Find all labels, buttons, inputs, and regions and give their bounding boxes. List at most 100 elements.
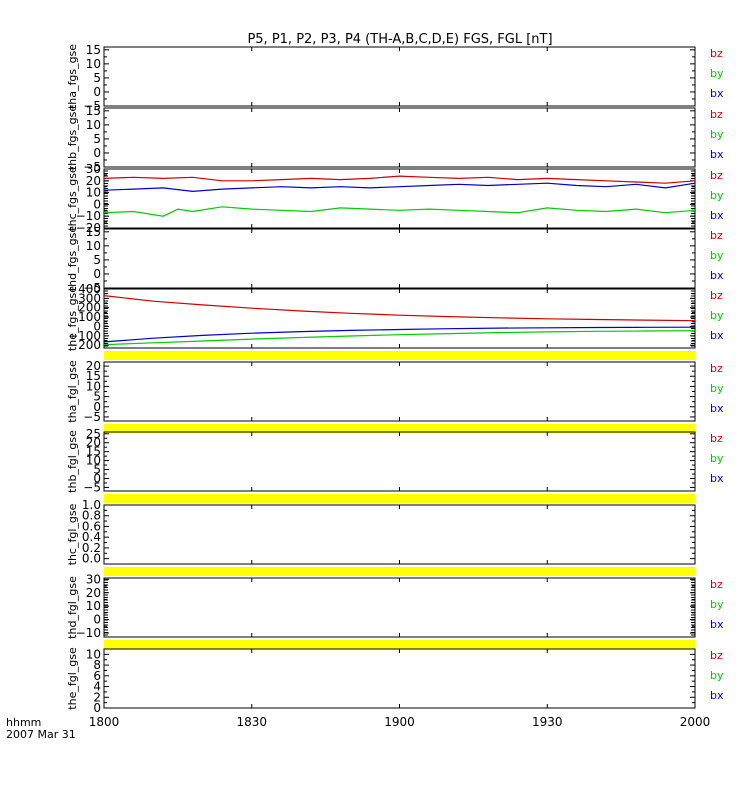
y-tick-label: 1.0 xyxy=(82,498,101,512)
y-tick-label: 0 xyxy=(93,267,101,281)
y-tick-label: 0.8 xyxy=(82,509,101,523)
legend-bz: bz xyxy=(710,649,723,662)
y-tick-label: −20 xyxy=(76,221,101,235)
legend-by: by xyxy=(710,249,724,262)
series-line-bx xyxy=(103,182,696,193)
y-tick-label: 30 xyxy=(86,162,101,176)
y-tick-label: 0.6 xyxy=(82,519,101,533)
y-tick-label: 0 xyxy=(93,146,101,160)
y-tick-label: −5 xyxy=(83,281,101,295)
x-unit-label: hhmm xyxy=(6,716,41,729)
legend-bx: bx xyxy=(710,209,724,222)
x-tick-label: 2000 xyxy=(680,715,711,729)
y-tick-label: 20 xyxy=(86,174,101,188)
y-tick-label: 0 xyxy=(93,319,101,333)
series-line-bx xyxy=(103,326,696,343)
legend-bz: bz xyxy=(710,47,723,60)
y-tick-label: 10 xyxy=(86,57,101,71)
legend-bz: bz xyxy=(710,362,723,375)
y-tick-label: 15 xyxy=(86,43,101,57)
y-tick-label: 15 xyxy=(86,445,101,459)
y-tick-label: 15 xyxy=(86,104,101,118)
legend-bx: bx xyxy=(710,269,724,282)
fill-strip xyxy=(104,351,695,360)
y-tick-label: 20 xyxy=(86,359,101,373)
legend-by: by xyxy=(710,128,724,141)
x-tick-label: 1830 xyxy=(236,715,267,729)
legend-bx: bx xyxy=(710,87,724,100)
y-axis-label: thb_fgl_gse xyxy=(66,430,79,493)
x-axis: 1800 1830 1900 1930 2000 xyxy=(89,715,711,729)
y-tick-label: −5 xyxy=(83,480,101,494)
y-tick-label: 0 xyxy=(93,613,101,627)
y-tick-label: 5 xyxy=(93,132,101,146)
y-tick-label: 300 xyxy=(78,291,101,305)
y-tick-label: −100 xyxy=(68,329,101,343)
y-tick-label: −5 xyxy=(83,160,101,174)
y-tick-label: 5 xyxy=(93,463,101,477)
y-tick-label: 0 xyxy=(93,471,101,485)
y-tick-label: 400 xyxy=(78,282,101,296)
legend-by: by xyxy=(710,452,724,465)
y-tick-label: −10 xyxy=(76,209,101,223)
y-tick-label: 10 xyxy=(86,239,101,253)
y-tick-label: 10 xyxy=(86,454,101,468)
legend-by: by xyxy=(710,189,724,202)
chart-title: P5, P1, P2, P3, P4 (TH-A,B,C,D,E) FGS, F… xyxy=(247,32,552,47)
series-line-bz xyxy=(103,175,696,184)
y-tick-label: 15 xyxy=(86,369,101,383)
x-tick-label: 1800 xyxy=(89,715,120,729)
y-tick-label: 10 xyxy=(86,186,101,200)
y-tick-label: 0 xyxy=(93,197,101,211)
series-line-bz xyxy=(103,295,696,322)
y-tick-label: 4 xyxy=(93,680,101,694)
legend-bz: bz xyxy=(710,169,723,182)
y-tick-label: 20 xyxy=(86,436,101,450)
y-axis-label: the_fgl_gse xyxy=(66,647,79,710)
y-tick-label: 30 xyxy=(86,572,101,586)
y-tick-label: 0.0 xyxy=(82,552,101,566)
y-axis-label: thb_fgs_gse xyxy=(66,105,79,171)
y-tick-label: 5 xyxy=(93,390,101,404)
y-tick-label: 20 xyxy=(86,586,101,600)
y-axis-label: the_fgs_gse xyxy=(66,286,79,351)
y-tick-label: −10 xyxy=(76,626,101,640)
legend-bx: bx xyxy=(710,472,724,485)
y-tick-label: 2 xyxy=(93,690,101,704)
legend-bz: bz xyxy=(710,289,723,302)
legend-by: by xyxy=(710,382,724,395)
y-tick-label: 10 xyxy=(86,647,101,661)
y-tick-label: 0.4 xyxy=(82,530,101,544)
y-tick-label: 0 xyxy=(93,400,101,414)
y-tick-label: 0 xyxy=(93,701,101,715)
y-tick-label: 8 xyxy=(93,658,101,672)
legend-bz: bz xyxy=(710,229,723,242)
y-axis-label: thc_fgs_gse xyxy=(66,166,79,231)
y-tick-label: 6 xyxy=(93,669,101,683)
date-label: 2007 Mar 31 xyxy=(6,728,76,741)
x-tick-label: 1930 xyxy=(532,715,563,729)
legend-bz: bz xyxy=(710,578,723,591)
legend-bz: bz xyxy=(710,108,723,121)
y-tick-label: 5 xyxy=(93,253,101,267)
y-tick-label: 15 xyxy=(86,225,101,239)
y-axis-label: tha_fgl_gse xyxy=(66,360,79,423)
legend-by: by xyxy=(710,669,724,682)
y-tick-label: 10 xyxy=(86,599,101,613)
legend-by: by xyxy=(710,309,724,322)
y-tick-label: 0.2 xyxy=(82,541,101,555)
legend-bx: bx xyxy=(710,148,724,161)
y-tick-label: 200 xyxy=(78,301,101,315)
